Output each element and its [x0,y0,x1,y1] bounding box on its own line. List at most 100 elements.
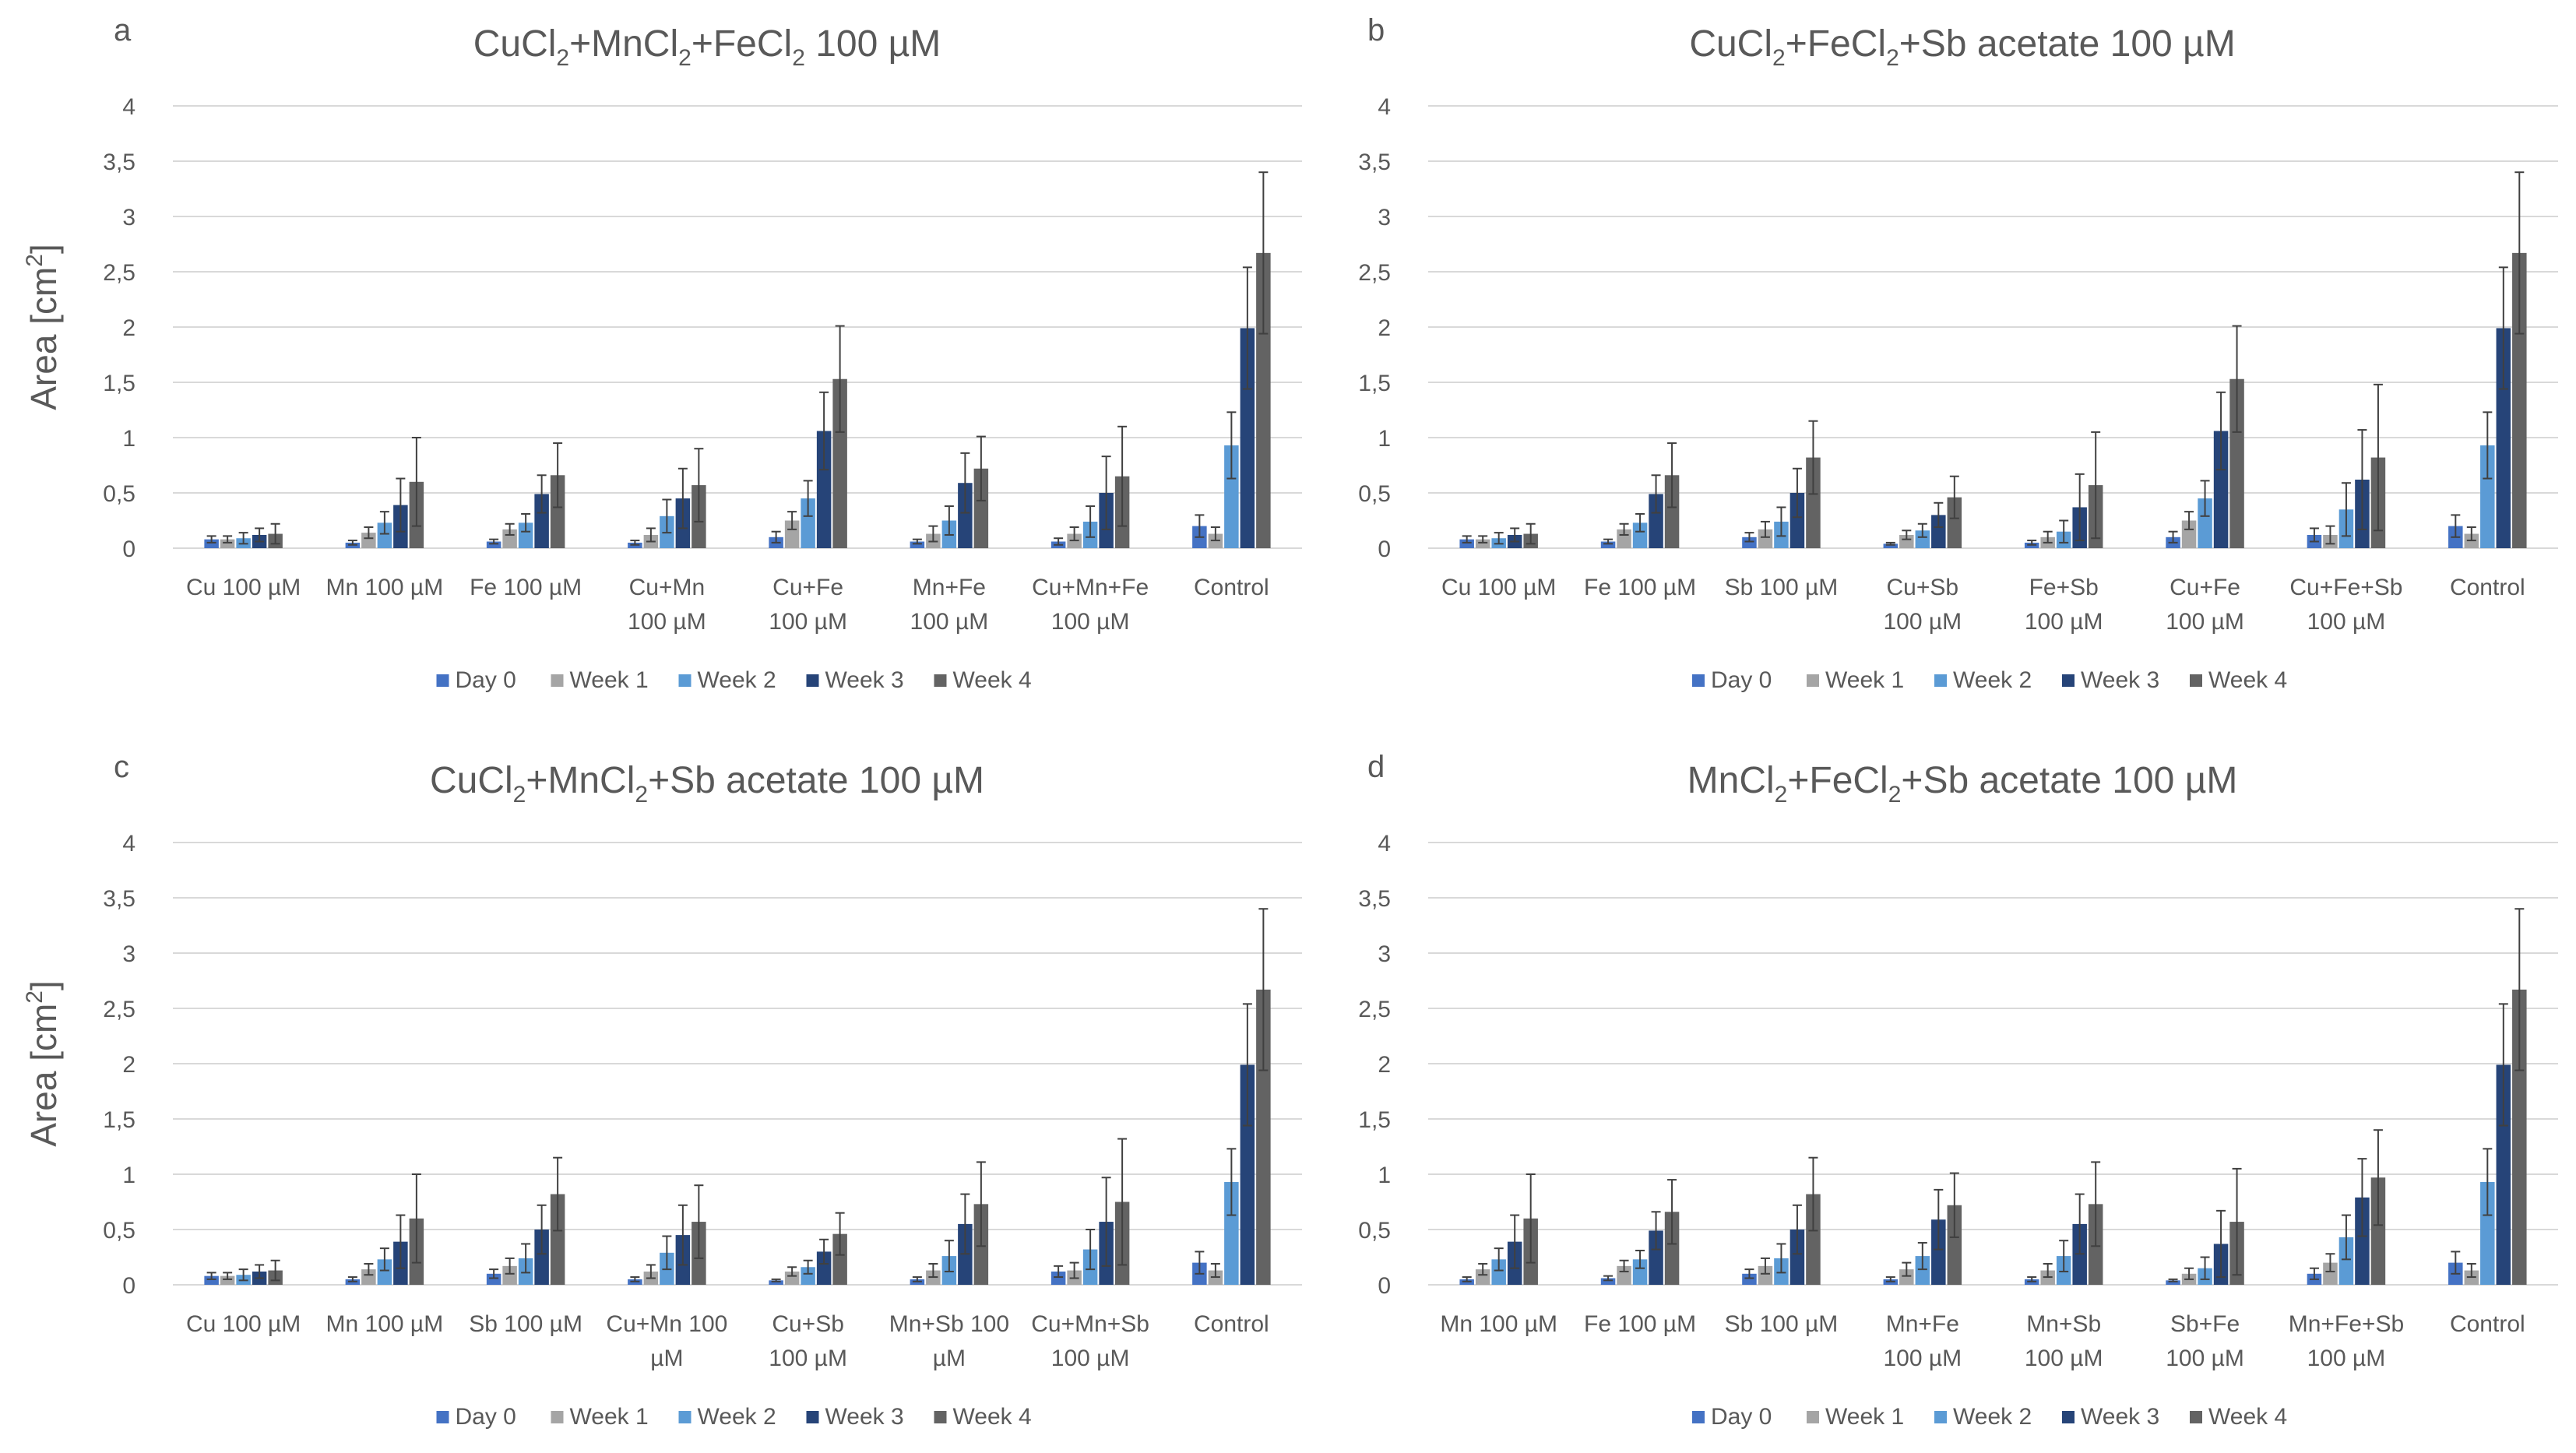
bar-week-1 [502,529,517,548]
y-tick-label: 1,5 [1358,371,1391,396]
y-tick-label: 0 [122,1273,135,1299]
x-tick-label: Cu 100 µM [186,575,301,600]
bar-day-0 [1600,1278,1616,1285]
bar-day-0 [1459,539,1474,548]
x-tick-label: Mn 100 µM [326,1311,444,1337]
bar-day-0 [2166,1280,2180,1285]
legend-entry: Day 0 [1711,667,1772,693]
legend-swatch [2062,1411,2075,1423]
y-tick-label: 3 [1378,205,1391,230]
legend-swatch [806,1411,819,1423]
x-tick-label: Control [1194,575,1269,600]
bar-week-1 [1758,529,1773,548]
bar-week-1 [220,539,235,548]
x-tick-label: 100 µM [2307,609,2386,635]
bar-week-1 [1475,1269,1490,1285]
bar-week-1 [1758,1265,1773,1285]
bar-week-4 [2229,378,2244,548]
legend-swatch [551,674,564,687]
chart-panel-b: b CuCl2+FeCl2+Sb acetate 100 µM 0 0,5 1 1,5 2 2… [1358,13,2558,693]
y-tick-label: 1 [1378,1163,1391,1188]
y-tick-label: 0 [1378,1273,1391,1299]
x-tick-label: Cu+Fe [772,575,843,600]
x-tick-label: 100 µM [2166,1346,2244,1371]
bar-week-4 [1947,1205,1962,1285]
x-tick-label: Cu+Mn 100 [606,1311,727,1337]
y-tick-label: 1 [122,1163,135,1188]
y-tick-label: 2 [122,315,135,341]
legend-swatch [1807,1411,1819,1423]
y-tick-label: 0 [1378,537,1391,562]
x-tick-label: 100 µM [1883,1346,1962,1371]
bar-day-0 [486,1273,501,1285]
x-tick-label: Cu+Fe+Sb [2289,575,2402,600]
legend-swatch [1934,1411,1947,1423]
y-tick-label: 4 [1378,831,1391,857]
bar-week-1 [784,1271,800,1285]
y-tick-label: 2,5 [1358,997,1391,1022]
bar-week-3 [534,1230,549,1285]
bar-day-0 [1883,544,1899,548]
y-tick-label: 3 [122,205,135,230]
x-tick-label: 100 µM [2307,1346,2386,1371]
legend-swatch [1692,1411,1705,1423]
bar-week-4 [1806,1194,1821,1285]
x-tick-label: 100 µM [1883,609,1962,635]
bar-week-3 [2496,328,2511,548]
bar-week-4 [2512,252,2527,548]
y-axis-label: Area [cm2] [22,244,64,410]
x-tick-label: 100 µM [2025,609,2103,635]
x-tick-label: Control [1194,1311,1269,1337]
bar-week-1 [1617,1265,1631,1285]
x-tick-label: Sb 100 µM [1725,1311,1839,1337]
legend-entry: Week 3 [2081,1404,2159,1430]
legend-swatch [678,1411,692,1423]
bar-week-4 [1664,1212,1680,1285]
legend-entry: Week 4 [953,667,1032,693]
y-tick-label: 4 [122,831,135,857]
legend-entry: Week 2 [698,667,776,693]
bar-week-1 [1899,534,1914,548]
x-tick-label: Cu+Sb [1887,575,1959,600]
y-tick-label: 0,5 [103,1218,135,1244]
x-tick-label: 100 µM [769,1346,847,1371]
y-tick-label: 0 [122,537,135,562]
legend-swatch [806,674,819,687]
bar-week-2 [1632,522,1648,548]
bar-week-2 [377,522,392,548]
legend-entry: Week 4 [2208,667,2287,693]
bar-week-3 [1649,494,1663,548]
bar-day-0 [204,539,219,548]
x-tick-label: Mn+Sb [2026,1311,2101,1337]
bar-week-1 [1899,1269,1914,1285]
bar-week-4 [1664,475,1680,548]
x-tick-label: 100 µM [1051,609,1130,635]
bar-week-2 [1915,530,1930,548]
x-tick-label: 100 µM [910,609,989,635]
bar-day-0 [1050,1271,1066,1285]
bar-week-3 [2496,1064,2511,1285]
x-tick-label: Cu+Mn [629,575,706,600]
bar-week-3 [1240,1064,1255,1285]
x-tick-label: Cu 100 µM [1441,575,1556,600]
panel-letter: b [1367,13,1385,47]
bar-week-4 [973,468,989,548]
bar-week-2 [1915,1256,1930,1285]
y-tick-label: 1,5 [103,1107,135,1133]
y-tick-label: 0,5 [1358,481,1391,507]
y-tick-label: 2,5 [1358,260,1391,286]
bar-week-3 [816,1251,832,1285]
bar-week-4 [2370,1177,2386,1285]
bar-week-1 [361,533,376,548]
bar-week-2 [377,1259,392,1285]
bar-week-4 [1806,457,1821,548]
chart-panel-c: c CuCl2+MnCl2+Sb acetate 100 µM 0 0,5 1 1,5 2 2… [22,750,1302,1430]
bar-week-2 [2480,1181,2495,1285]
bar-week-3 [1789,1230,1805,1285]
bar-week-4 [550,1194,565,1285]
y-tick-label: 1,5 [1358,1107,1391,1133]
y-tick-label: 3,5 [1358,150,1391,175]
bar-week-2 [1491,1259,1506,1285]
